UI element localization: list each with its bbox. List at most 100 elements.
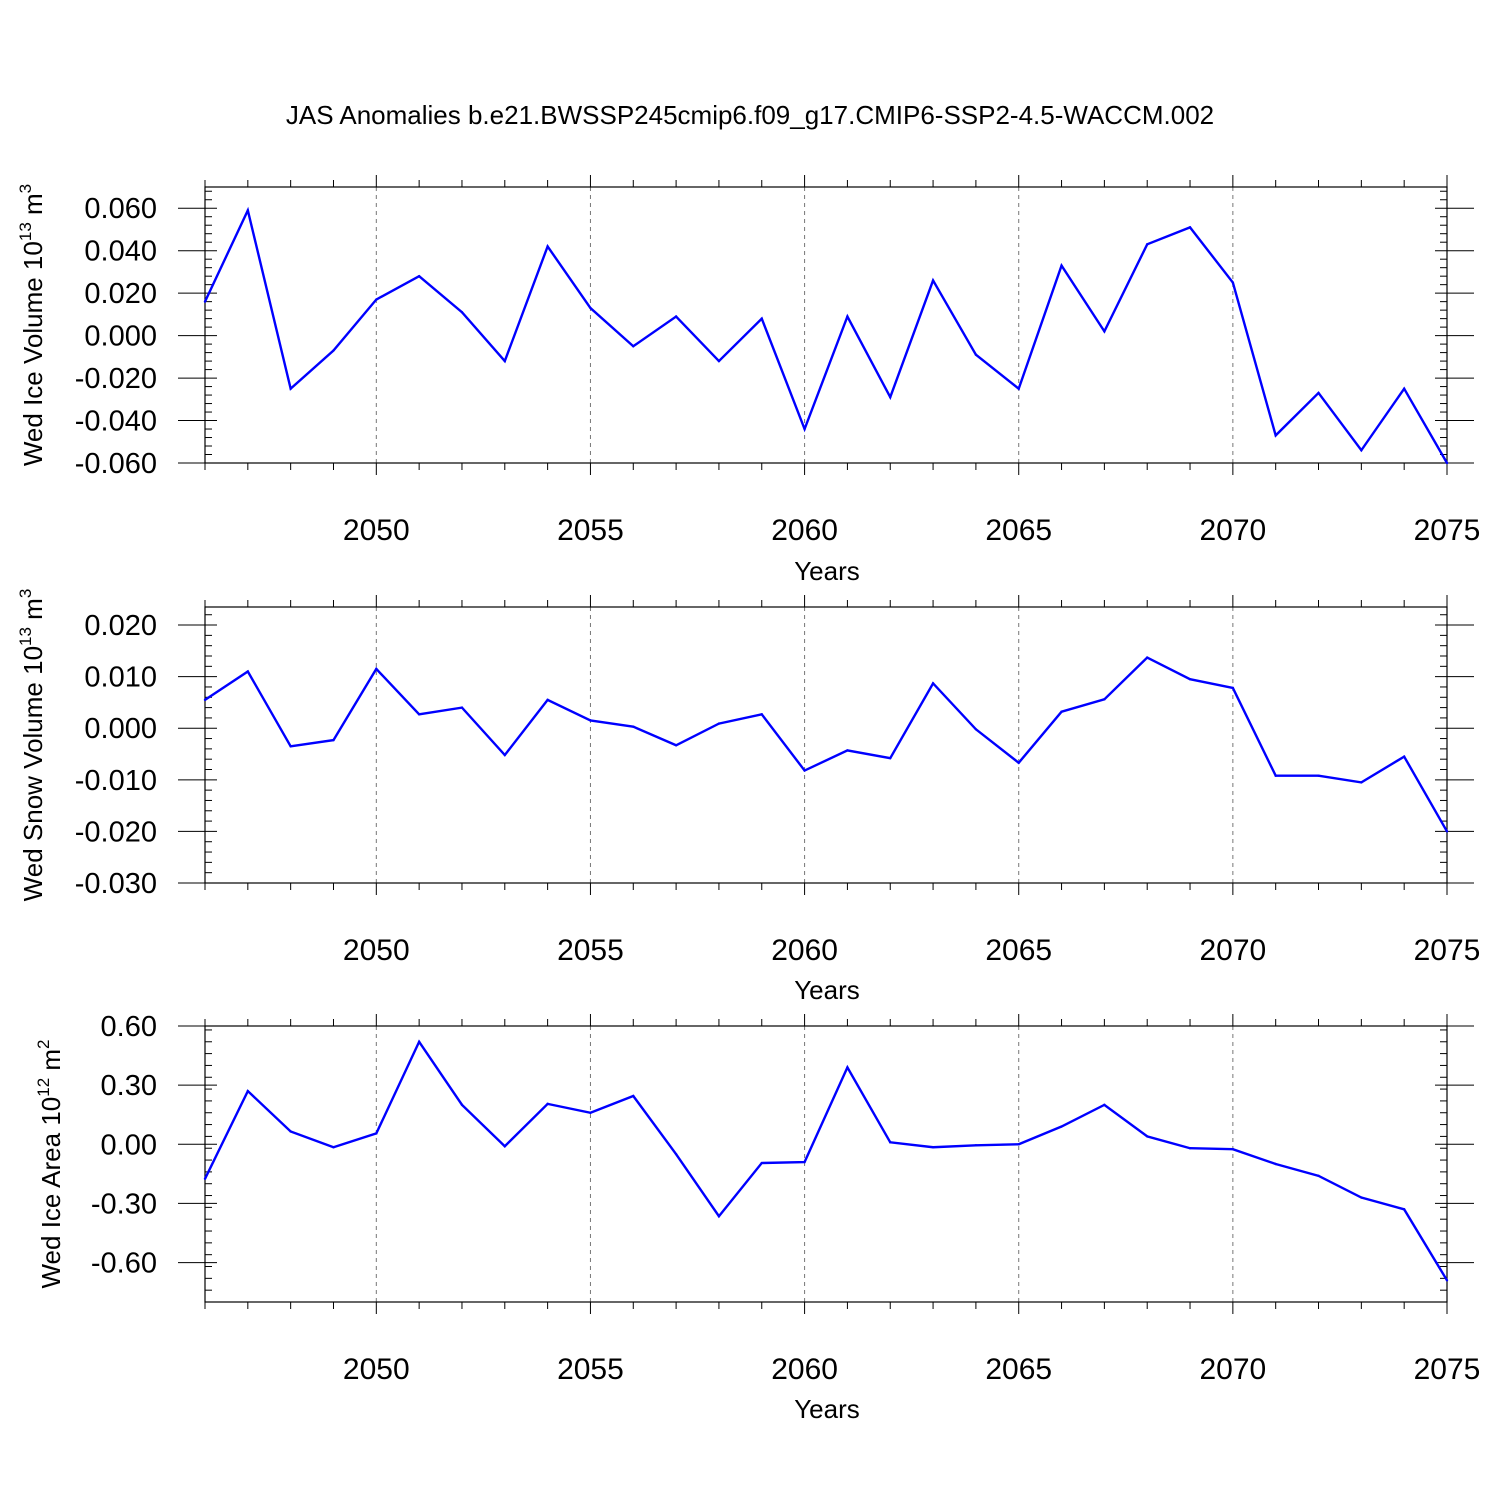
x-axis-label: Years xyxy=(794,556,860,586)
data-point xyxy=(289,387,292,390)
data-point xyxy=(1445,461,1449,465)
x-tick-label: 2050 xyxy=(343,934,410,967)
data-point xyxy=(846,749,849,752)
data-point xyxy=(203,1177,207,1180)
data-point xyxy=(1017,1143,1020,1146)
y-axis-label-text: Wed Ice Volume 10 xyxy=(18,241,48,466)
data-point xyxy=(503,1145,506,1148)
data-point xyxy=(246,670,250,673)
data-point xyxy=(1360,781,1363,784)
data-point xyxy=(974,1144,978,1147)
data-point xyxy=(889,1141,892,1144)
y-axis-label-exponent: 13 xyxy=(16,627,35,646)
x-axis-label: Years xyxy=(794,975,860,1005)
y-axis-label-unit-exponent: 3 xyxy=(16,589,35,598)
data-point xyxy=(1103,330,1106,333)
y-tick-label: 0.30 xyxy=(101,1070,157,1102)
data-point xyxy=(717,722,721,725)
data-point xyxy=(375,1132,378,1135)
data-point xyxy=(1017,761,1020,764)
data-point xyxy=(1188,226,1192,229)
data-point xyxy=(674,744,678,747)
data-point xyxy=(332,349,335,352)
panel-3: -0.60 -0.30 0.00 0.30 0.60 2050 2055 2060 2065 20… xyxy=(34,1011,1480,1424)
data-point xyxy=(1274,434,1277,437)
y-axis-label-text: Wed Snow Volume 10 xyxy=(18,646,48,901)
x-tick-label: 2060 xyxy=(771,514,838,547)
data-point xyxy=(931,682,935,685)
data-point xyxy=(1146,1135,1149,1138)
data-point xyxy=(974,728,978,731)
y-tick-label: -0.040 xyxy=(75,406,157,438)
plot-frame xyxy=(204,186,1448,464)
data-point xyxy=(1017,387,1020,390)
y-axis-label-exponent: 13 xyxy=(16,222,35,241)
data-point xyxy=(546,698,549,702)
y-tick-label: -0.020 xyxy=(75,363,157,395)
data-point xyxy=(503,753,506,757)
y-tick-label: -0.010 xyxy=(75,765,157,797)
x-tick-label: 2065 xyxy=(985,934,1052,967)
data-point xyxy=(846,1066,849,1069)
data-point xyxy=(332,738,335,742)
data-point xyxy=(1360,1196,1363,1199)
y-tick-label: 0.020 xyxy=(84,610,157,642)
data-point xyxy=(1317,1174,1320,1178)
data-point xyxy=(1360,449,1363,452)
data-point xyxy=(589,1111,592,1114)
plot-frame xyxy=(204,606,1448,884)
data-point xyxy=(246,1089,250,1093)
data-point xyxy=(332,1146,335,1149)
data-point xyxy=(931,279,935,282)
data-point xyxy=(1188,1147,1192,1150)
series-line xyxy=(204,656,1449,833)
y-axis-label-exponent: 12 xyxy=(34,1078,53,1097)
y-tick-label: 0.020 xyxy=(84,278,157,310)
x-tick-label: 2060 xyxy=(771,1353,838,1386)
panel-2: -0.030 -0.020 -0.010 0.000 0.010 0.020 2050 205… xyxy=(16,589,1480,1005)
data-point xyxy=(1317,774,1320,777)
data-point xyxy=(1188,678,1192,681)
y-tick-label: -0.60 xyxy=(91,1248,157,1280)
data-point xyxy=(589,306,592,310)
data-point xyxy=(460,1103,464,1107)
data-point xyxy=(1445,1279,1449,1282)
y-axis-label-unit-exponent: 2 xyxy=(34,1039,53,1048)
data-point xyxy=(717,359,721,363)
data-point xyxy=(417,274,421,278)
data-point xyxy=(632,1094,635,1098)
x-tick-label: 2075 xyxy=(1414,1353,1481,1386)
x-tick-label: 2070 xyxy=(1199,934,1266,967)
data-point xyxy=(1060,1125,1063,1128)
x-tick-label: 2050 xyxy=(343,514,410,547)
data-point xyxy=(760,317,763,320)
data-point xyxy=(1274,1162,1277,1166)
data-point xyxy=(1060,710,1063,713)
y-axis-label-unit: m xyxy=(18,598,48,627)
data-point xyxy=(803,769,806,772)
data-point xyxy=(1402,1208,1406,1211)
data-point xyxy=(246,209,250,212)
data-point xyxy=(931,1146,935,1149)
x-tick-label: 2060 xyxy=(771,934,838,967)
x-tick-label: 2055 xyxy=(557,934,624,967)
data-point xyxy=(632,725,635,728)
data-point xyxy=(760,713,763,716)
y-tick-label: -0.30 xyxy=(91,1188,157,1220)
data-point xyxy=(417,713,421,716)
x-tick-label: 2065 xyxy=(985,1353,1052,1386)
x-tick-label: 2075 xyxy=(1414,514,1481,547)
data-point xyxy=(1231,281,1235,284)
data-point xyxy=(203,698,207,702)
y-axis-label-unit: m xyxy=(18,193,48,222)
data-point xyxy=(1445,830,1449,833)
y-axis-label: Wed Snow Volume 1013 m3 xyxy=(16,589,48,902)
data-point xyxy=(460,706,464,709)
data-point xyxy=(846,315,849,318)
y-axis-label-text: Wed Ice Area 10 xyxy=(36,1097,66,1289)
y-tick-label: -0.030 xyxy=(75,868,157,900)
figure-title: JAS Anomalies b.e21.BWSSP245cmip6.f09_g1… xyxy=(286,100,1214,130)
data-point xyxy=(1231,1148,1235,1151)
